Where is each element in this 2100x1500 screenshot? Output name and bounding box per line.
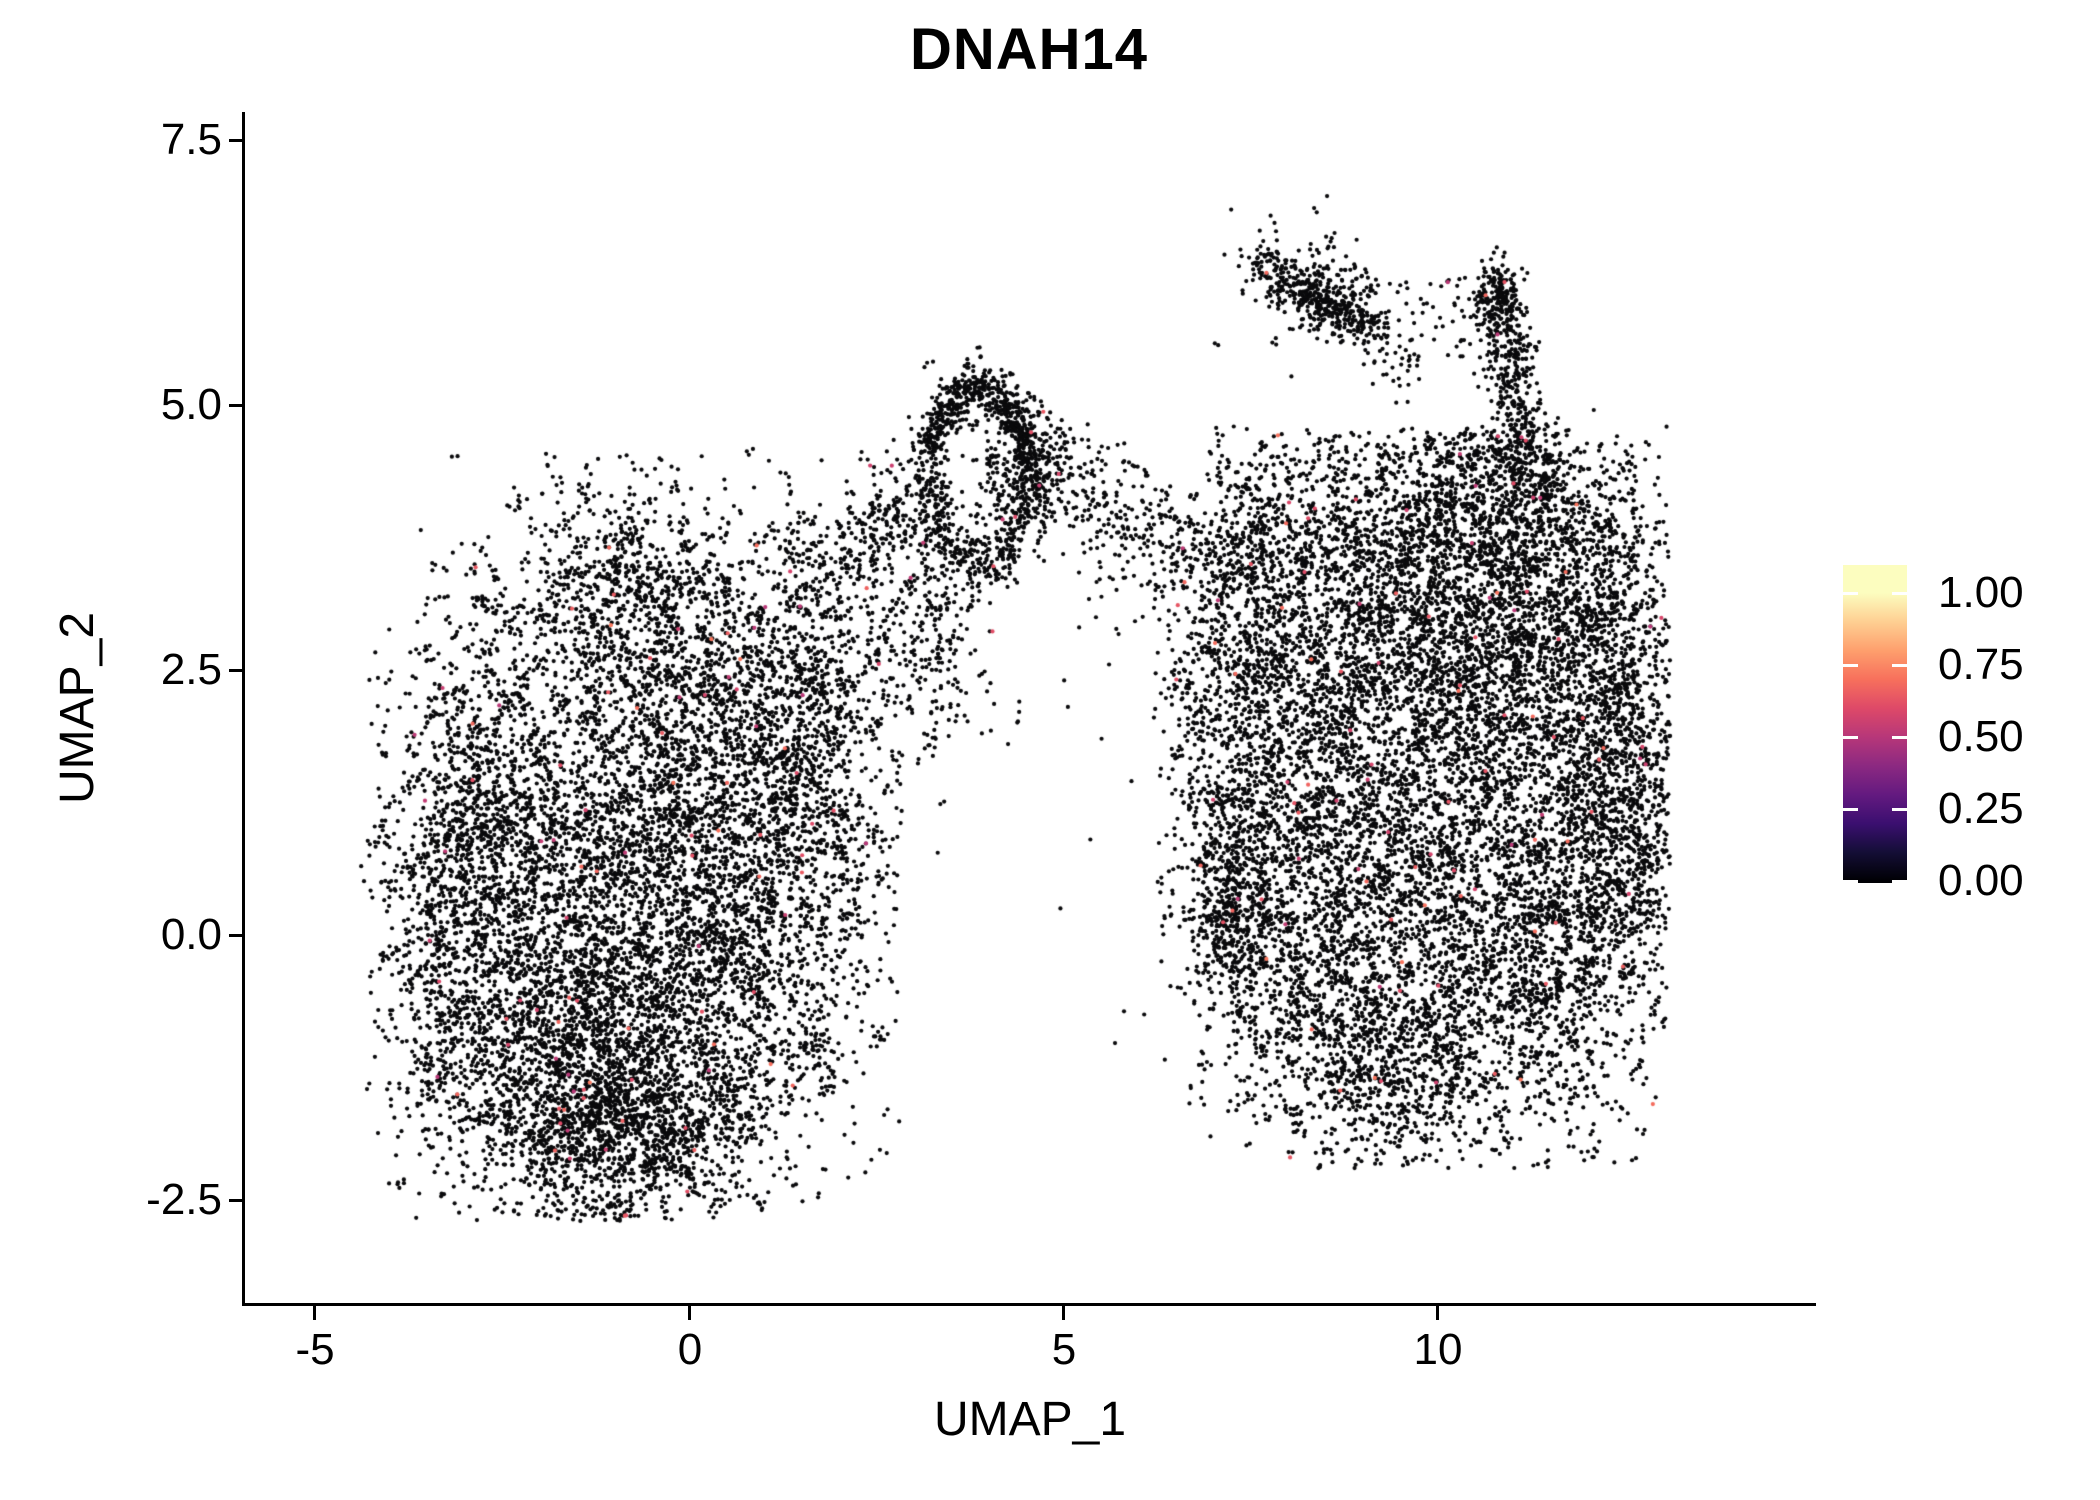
colorbar-tick-mark: [1892, 592, 1907, 595]
colorbar-tick-label: 0.75: [1938, 640, 2024, 689]
y-tick-mark: [229, 139, 243, 142]
colorbar-tick-label: 1.00: [1938, 568, 2024, 617]
y-tick-mark: [229, 669, 243, 672]
x-tick-mark: [1436, 1306, 1439, 1320]
y-tick-label: 2.5: [160, 645, 222, 694]
x-tick-mark: [313, 1306, 316, 1320]
colorbar-tick-mark: [1892, 880, 1907, 883]
y-tick-label: 5.0: [160, 380, 222, 429]
colorbar-tick-mark: [1892, 664, 1907, 667]
y-tick-mark: [229, 404, 243, 407]
y-tick-label: 0.0: [160, 910, 222, 959]
x-tick-mark: [688, 1306, 691, 1320]
colorbar-tick-mark: [1843, 808, 1858, 811]
colorbar-tick-mark: [1892, 736, 1907, 739]
x-axis-line: [242, 1303, 1816, 1306]
x-tick-label: 10: [1413, 1325, 1463, 1374]
colorbar-gradient: [1843, 565, 1907, 883]
y-tick-label: -2.5: [146, 1175, 222, 1224]
y-tick-mark: [229, 934, 243, 937]
colorbar-tick-mark: [1843, 880, 1858, 883]
colorbar-tick-mark: [1843, 736, 1858, 739]
colorbar-tick-label: 0.25: [1938, 784, 2024, 833]
colorbar-tick-label: 0.00: [1938, 856, 2024, 905]
umap-scatter-canvas: [245, 112, 1813, 1304]
colorbar-tick-mark: [1843, 592, 1858, 595]
x-tick-label: 0: [677, 1325, 703, 1374]
y-axis-title: UMAP_2: [51, 611, 104, 805]
x-tick-mark: [1062, 1306, 1065, 1320]
colorbar-tick-mark: [1892, 808, 1907, 811]
colorbar-tick-mark: [1843, 664, 1858, 667]
x-tick-label: -5: [295, 1325, 335, 1374]
plot-title: DNAH14: [909, 17, 1149, 82]
y-tick-label: 7.5: [160, 115, 222, 164]
x-tick-label: 5: [1051, 1325, 1077, 1374]
colorbar-tick-label: 0.50: [1938, 712, 2024, 761]
x-axis-title: UMAP_1: [933, 1393, 1127, 1446]
y-axis-line: [242, 112, 245, 1306]
y-tick-mark: [229, 1199, 243, 1202]
